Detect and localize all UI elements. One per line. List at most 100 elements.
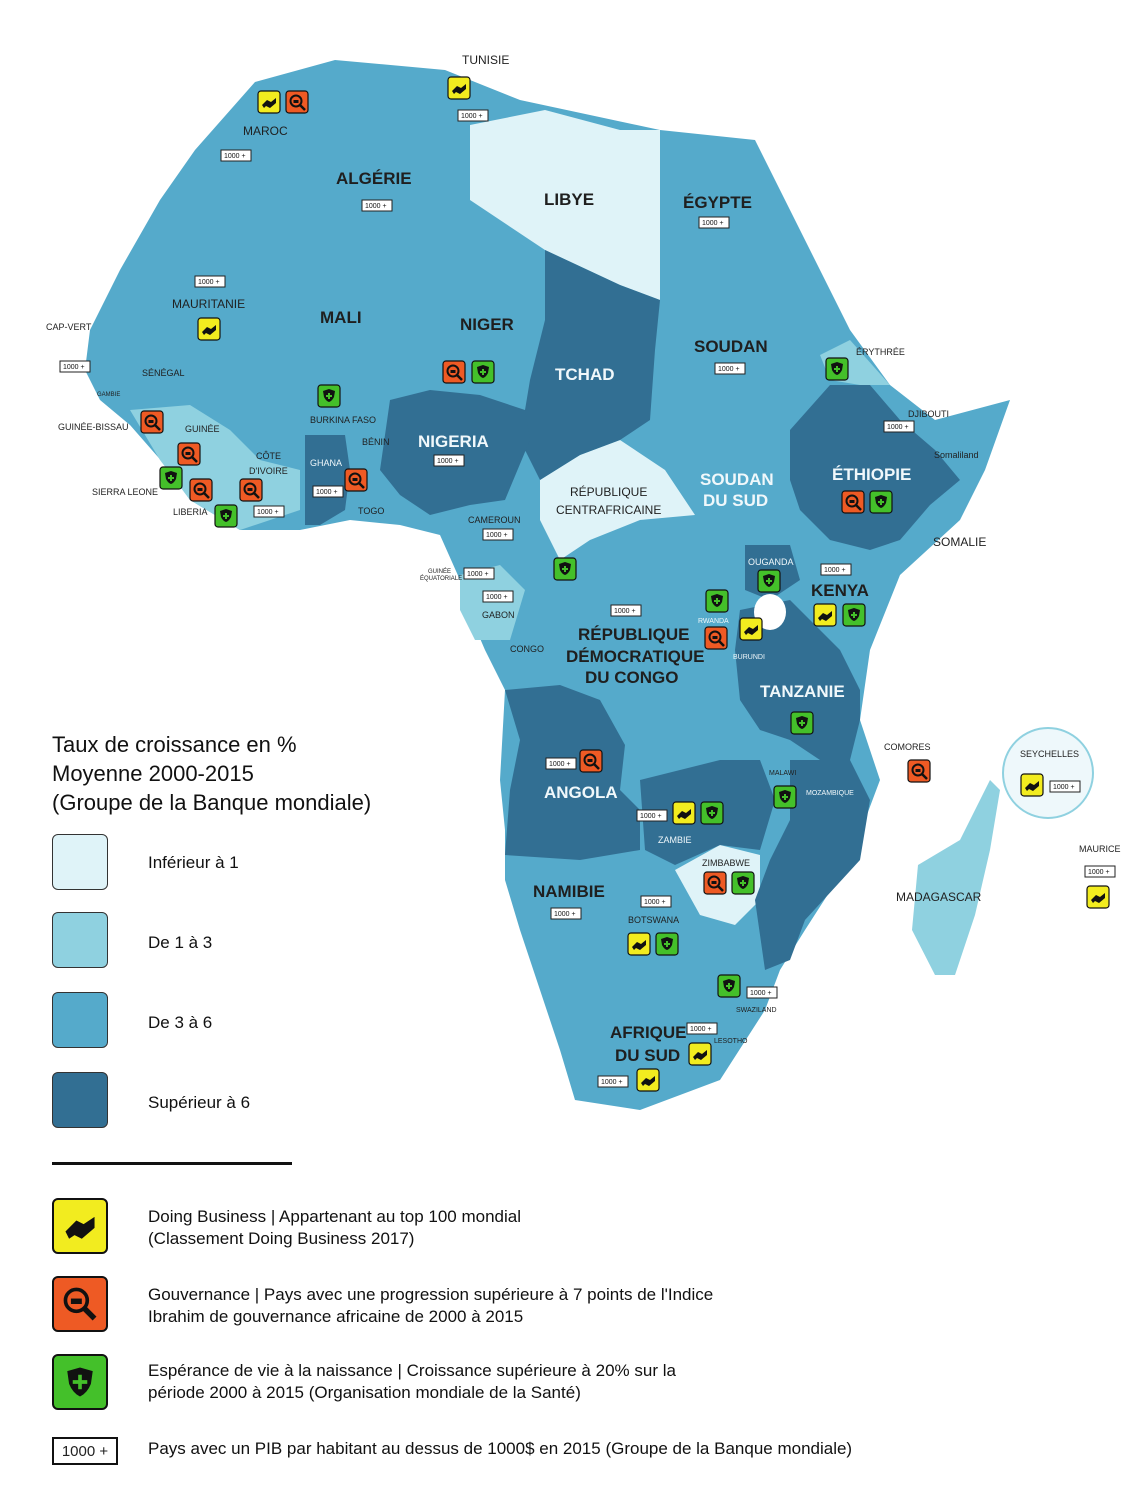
legend-swatch-above-6 <box>52 1072 108 1128</box>
ethiopie-region <box>790 385 960 550</box>
label-cap-vert: CAP-VERT <box>46 322 92 332</box>
label-namibie: NAMIBIE <box>533 882 605 901</box>
handshake-icon <box>1020 773 1044 797</box>
label-soudan-sud-2: DU SUD <box>703 491 768 510</box>
svg-text:1000 +: 1000 + <box>549 761 571 768</box>
label-congo: CONGO <box>510 644 544 654</box>
country-labels: TUNISIE MAROC ALGÉRIE LIBYE ÉGYPTE MAURI… <box>46 53 1121 1065</box>
svg-text:1000 +: 1000 + <box>750 990 772 997</box>
label-libye: LIBYE <box>544 190 594 209</box>
svg-text:1000 +: 1000 + <box>718 366 740 373</box>
governance-magnifier-icon <box>840 489 866 515</box>
svg-text:1000 +: 1000 + <box>824 567 846 574</box>
health-shield-icon <box>825 357 849 381</box>
health-shield-icon <box>869 490 893 514</box>
gdp-badge: 1000 + <box>550 907 582 920</box>
gdp-badge: 1000 + <box>698 216 730 229</box>
label-comores: COMORES <box>884 742 931 752</box>
handshake-icon <box>627 932 651 956</box>
label-ethiopie: ÉTHIOPIE <box>832 465 911 484</box>
gdp-badge: 1000 + <box>636 809 668 822</box>
governance-magnifier-icon <box>139 409 165 435</box>
label-rdc-1: RÉPUBLIQUE <box>578 625 689 644</box>
label-algerie: ALGÉRIE <box>336 169 412 188</box>
gdp-badge: 1000 + <box>883 420 915 433</box>
label-mali: MALI <box>320 308 362 327</box>
gdp-badge: 1000 + <box>457 109 489 122</box>
label-guinee-eq-2: ÉQUATORIALE <box>420 575 462 582</box>
health-shield-icon <box>214 504 238 528</box>
handshake-icon <box>257 90 281 114</box>
label-rca-2: CENTRAFRICAINE <box>556 503 661 517</box>
label-guinee-eq-1: GUINÉE <box>428 568 451 575</box>
handshake-icon <box>813 603 837 627</box>
legend-doing-business: Doing Business | Appartenant au top 100 … <box>148 1207 522 1248</box>
tanzanie-region <box>735 600 860 760</box>
gdp-badge: 1000 + <box>597 1075 629 1088</box>
health-shield-icon <box>700 801 724 825</box>
health-shield-icon <box>317 384 341 408</box>
svg-text:1000 +: 1000 + <box>702 220 724 227</box>
label-gambie: GAMBIE <box>97 392 120 398</box>
health-shield-icon <box>52 1354 108 1410</box>
label-gabon: GABON <box>482 610 515 620</box>
label-zambie: ZAMBIE <box>658 835 692 845</box>
gdp-badge: 1000 + <box>640 895 672 908</box>
label-kenya: KENYA <box>811 581 869 600</box>
svg-text:1000 +: 1000 + <box>198 279 220 286</box>
gdp-badge: 1000 + <box>1049 780 1081 793</box>
health-shield-icon <box>757 569 781 593</box>
health-shield-icon <box>731 871 755 895</box>
label-senegal: SÉNÉGAL <box>142 368 185 378</box>
legend-gdp-label: Pays avec un PIB par habitant au dessus … <box>148 1439 853 1458</box>
label-burkina: BURKINA FASO <box>310 415 376 425</box>
health-shield-icon <box>790 711 814 735</box>
label-egypte: ÉGYPTE <box>683 193 752 212</box>
label-niger: NIGER <box>460 315 514 334</box>
gdp-badge: 1000 + <box>463 567 495 580</box>
gdp-badge: 1000 + <box>686 1022 718 1035</box>
label-somaliland: Somaliland <box>934 450 979 460</box>
gdp-badge: 1000 + <box>253 505 285 518</box>
gdp-badge: 1000 + <box>194 275 226 288</box>
gdp-badge: 1000 + <box>59 360 91 373</box>
label-soudan: SOUDAN <box>694 337 768 356</box>
svg-text:1000 +: 1000 + <box>601 1079 623 1086</box>
svg-text:1000 +: 1000 + <box>365 203 387 210</box>
handshake-icon <box>688 1042 712 1066</box>
health-shield-icon <box>553 557 577 581</box>
legend-gdp-badge: 1000 + <box>52 1437 118 1465</box>
legend-divider <box>52 1162 292 1165</box>
label-somalie: SOMALIE <box>933 535 986 549</box>
gdp-badge: 1000 + <box>312 485 344 498</box>
label-mozambique: MOZAMBIQUE <box>806 790 854 797</box>
handshake-icon <box>739 617 763 641</box>
label-guinee-bissau: GUINÉE-BISSAU <box>58 422 129 432</box>
label-afrique-sud-1: AFRIQUE <box>610 1023 687 1042</box>
label-liberia: LIBERIA <box>173 507 208 517</box>
gdp-badge: 1000 + <box>746 986 778 999</box>
health-shield-icon <box>705 589 729 613</box>
label-tunisie: TUNISIE <box>462 53 509 67</box>
label-ouganda: OUGANDA <box>748 557 794 567</box>
label-djibouti: DJIBOUTI <box>908 409 949 419</box>
label-cameroun: CAMEROUN <box>468 515 521 525</box>
governance-magnifier-icon <box>441 359 467 385</box>
label-rwanda: RWANDA <box>698 618 729 625</box>
label-rca-1: RÉPUBLIQUE <box>570 484 647 499</box>
legend-label: Inférieur à 1 <box>148 853 239 872</box>
gdp-badge: 1000 + <box>714 362 746 375</box>
svg-text:1000 +: 1000 + <box>486 594 508 601</box>
label-benin: BÉNIN <box>362 437 390 447</box>
label-togo: TOGO <box>358 506 384 516</box>
gdp-badge: 1000 + <box>1084 865 1116 878</box>
health-shield-icon <box>842 603 866 627</box>
governance-magnifier-icon <box>284 89 310 115</box>
svg-text:1000 +: 1000 + <box>1053 784 1075 791</box>
madagascar-region <box>912 780 1000 975</box>
handshake-icon <box>447 76 471 100</box>
legend-swatch-below-1 <box>52 834 108 890</box>
svg-text:1000 +: 1000 + <box>63 364 85 371</box>
legend-swatch-3-6 <box>52 992 108 1048</box>
